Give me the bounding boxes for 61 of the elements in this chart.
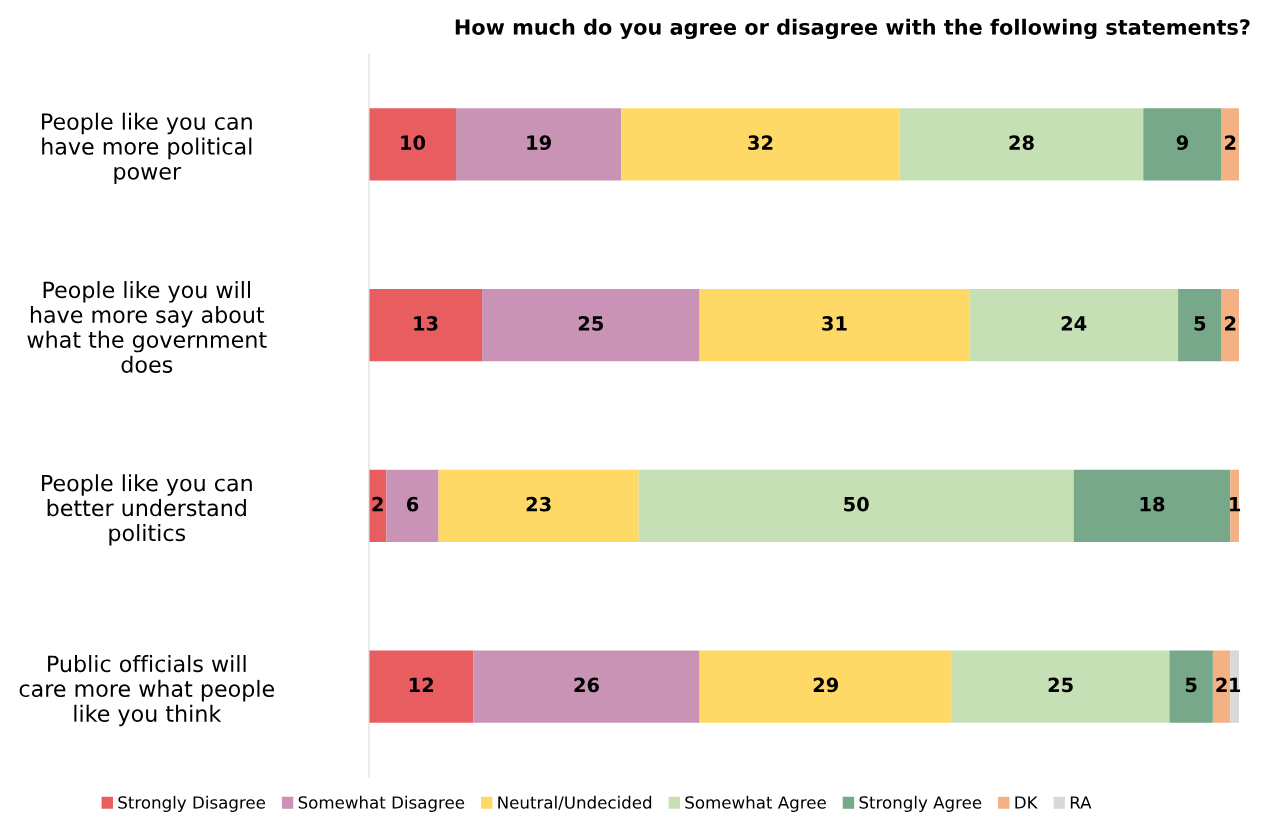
bar (386, 469, 439, 543)
data-label: 25 (1048, 677, 1073, 693)
bar (638, 469, 1074, 543)
bar (1221, 108, 1239, 181)
data-label: 10 (401, 135, 426, 151)
data-label: 32 (748, 135, 773, 151)
legend-label: Somewhat Disagree (298, 795, 465, 812)
bar (438, 469, 639, 543)
bar (699, 650, 952, 723)
bar (1143, 108, 1222, 181)
data-label: 24 (1061, 316, 1087, 331)
bar (369, 650, 474, 723)
data-label: 29 (813, 677, 839, 693)
data-label: 50 (844, 496, 869, 512)
bar (369, 288, 483, 362)
bar (951, 650, 1170, 723)
bar (1212, 650, 1231, 723)
bar (899, 108, 1144, 181)
bar (1178, 288, 1222, 362)
y-tick-label: People like you will have more say about what the government does (27, 281, 267, 373)
data-label: 12 (409, 677, 434, 692)
legend-label: Strongly Agree (859, 795, 982, 812)
data-label: 13 (414, 316, 438, 331)
data-label: 5 (1194, 316, 1206, 331)
legend-label: Strongly Disagree (118, 795, 266, 812)
chart-title: How much do you agree or disagree with the following statements? (455, 18, 1250, 40)
bar (482, 288, 700, 362)
bar (369, 108, 456, 181)
data-label: 26 (574, 677, 599, 693)
data-label: 5 (1185, 677, 1197, 693)
bar (1221, 288, 1239, 362)
bar (699, 288, 970, 362)
data-label: 6 (406, 496, 419, 512)
data-label: 1 (1230, 677, 1241, 692)
bar (1230, 469, 1239, 543)
bar (456, 108, 622, 181)
data-label: 2 (1225, 135, 1236, 150)
bar (969, 288, 1179, 362)
data-label: 1 (1230, 497, 1241, 512)
y-tick-label: People like you can have more political power (42, 112, 252, 185)
data-label: 28 (1009, 135, 1034, 151)
data-label: 31 (822, 316, 847, 331)
data-label: 2 (1225, 316, 1236, 331)
data-label: 18 (1140, 496, 1165, 512)
bar (621, 108, 900, 181)
data-label: 23 (526, 496, 551, 512)
bar (473, 650, 700, 723)
legend-label: Neutral/Undecided (498, 795, 652, 811)
legend-label: RA (1070, 796, 1092, 809)
data-label: 9 (1176, 135, 1188, 151)
bar (1073, 469, 1231, 543)
bar (1169, 650, 1213, 723)
data-label: 25 (578, 316, 604, 331)
legend-label: Somewhat Agree (685, 795, 826, 812)
legend-label: DK (1015, 796, 1038, 809)
data-label: 19 (527, 135, 551, 151)
data-label: 2 (372, 496, 383, 512)
y-tick-label: People like you can better understand politics (42, 474, 252, 546)
data-label: 2 (1216, 677, 1227, 692)
bar (1230, 650, 1239, 723)
y-tick-label: Public officials will care more what people like you think (19, 654, 274, 727)
